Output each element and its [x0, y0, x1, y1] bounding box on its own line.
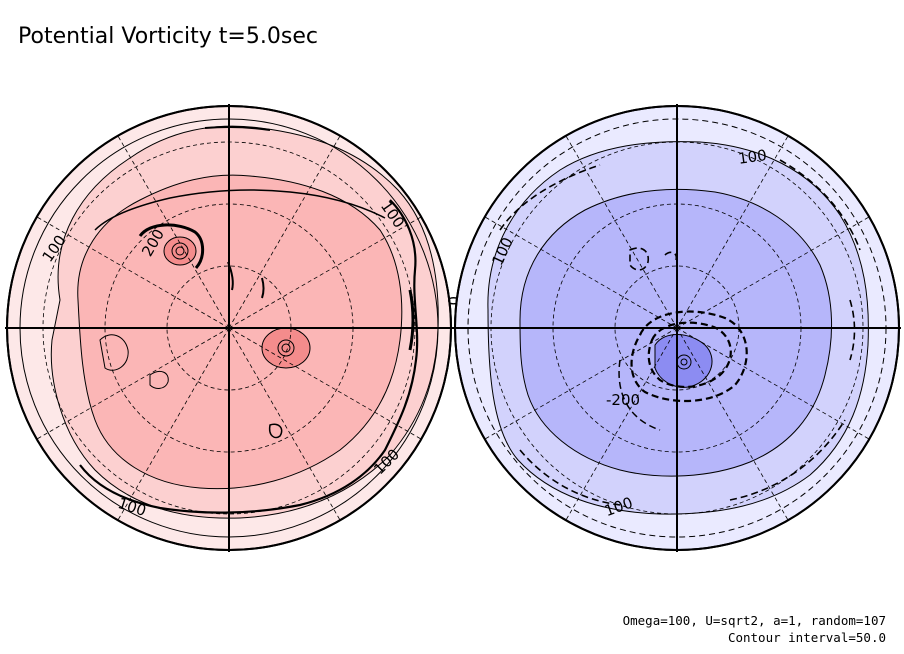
- right-inner-region: [519, 188, 833, 477]
- left-core-b: [261, 327, 311, 369]
- right-label-neg200: -200: [606, 391, 640, 409]
- right-hemisphere: 100 100 100 -200: [453, 104, 901, 552]
- left-core-a: [163, 236, 197, 266]
- footer-annotation: Omega=100, U=sqrt2, a=1, random=107 Cont…: [623, 612, 886, 646]
- left-hemisphere: 100 100 100 100 200 0: [5, 104, 462, 552]
- plot-title: Potential Vorticity t=5.0sec: [18, 24, 318, 49]
- footer-contour-interval: Contour interval=50.0: [727, 630, 886, 645]
- footer-params: Omega=100, U=sqrt2, a=1, random=107: [622, 613, 886, 628]
- left-inner-region: [77, 174, 403, 490]
- left-label-0: 0: [444, 296, 462, 306]
- right-label-100-top: 100: [737, 146, 768, 168]
- right-core-region: [654, 334, 713, 388]
